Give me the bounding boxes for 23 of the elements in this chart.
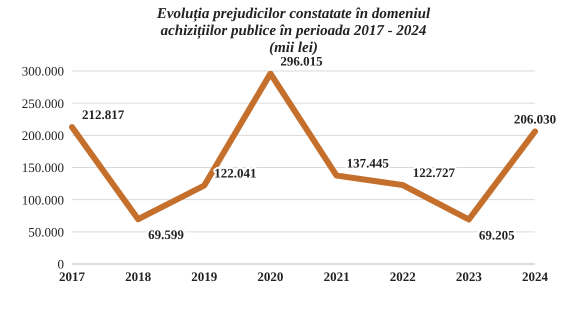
x-tick-label: 2023 bbox=[456, 269, 482, 284]
y-tick-label: 50.000 bbox=[28, 224, 64, 240]
y-tick-label: 200.000 bbox=[22, 128, 64, 143]
x-tick-label: 2022 bbox=[390, 269, 416, 284]
y-tick-label: 100.000 bbox=[22, 192, 64, 208]
x-tick-label: 2019 bbox=[191, 269, 218, 284]
x-tick-label: 2018 bbox=[125, 269, 152, 284]
y-tick-label: 250.000 bbox=[22, 96, 64, 111]
y-tick-label: 0 bbox=[58, 256, 64, 272]
data-label: 212.817 bbox=[82, 107, 125, 122]
data-label: 69.599 bbox=[148, 227, 184, 242]
data-label: 206.030 bbox=[514, 111, 556, 126]
data-label: 69.205 bbox=[478, 227, 516, 242]
x-tick-label: 2017 bbox=[59, 269, 86, 284]
x-tick-label: 2021 bbox=[324, 269, 350, 284]
data-label: 122.041 bbox=[214, 165, 257, 180]
data-label: 122.727 bbox=[412, 165, 456, 180]
x-tick-label: 2024 bbox=[522, 269, 548, 284]
x-tick-label: 2020 bbox=[257, 269, 284, 284]
y-tick-label: 300.000 bbox=[22, 64, 64, 79]
y-tick-label: 150.000 bbox=[22, 160, 64, 176]
data-label: 137.445 bbox=[346, 156, 390, 171]
chart-title: Evoluția prejudicilor constatate în domeniul achizițiilor publice în perioada 2017 - 2024 bbox=[156, 6, 432, 40]
